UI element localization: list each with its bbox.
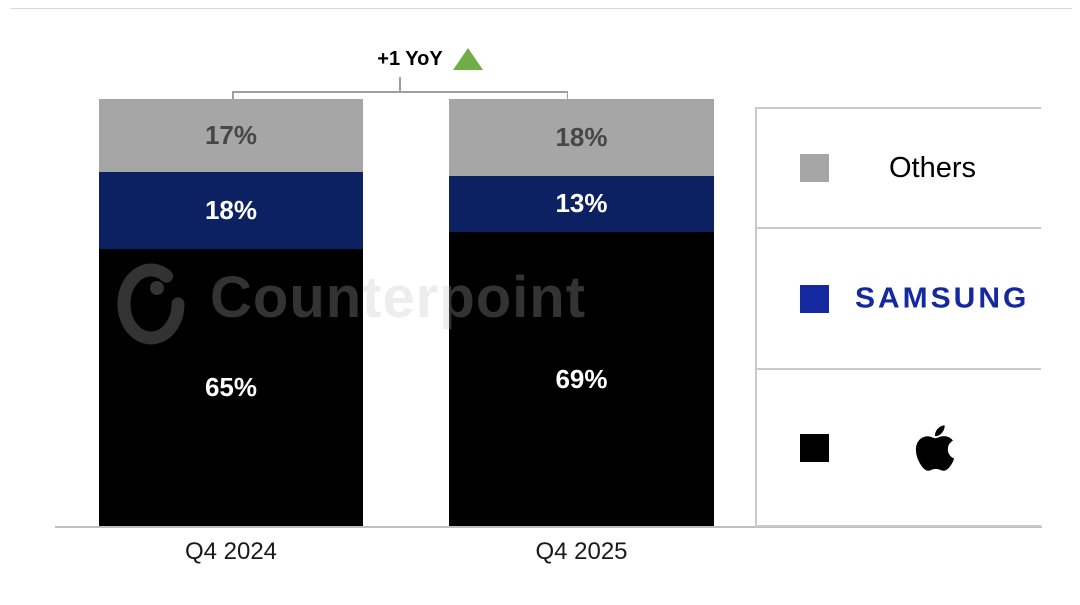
samsung-wordmark: SAMSUNG xyxy=(855,282,1030,314)
legend-label-others: Others xyxy=(889,151,977,184)
segment-others-q4-2025: 18% xyxy=(449,99,714,177)
others-swatch-icon xyxy=(800,154,829,182)
segment-apple-q4-2025: 69% xyxy=(449,231,714,527)
segment-value-label: 13% xyxy=(555,188,608,219)
yoy-bracket-left-tick xyxy=(232,91,234,100)
up-triangle-icon xyxy=(452,48,483,70)
segment-value-label: 18% xyxy=(204,194,258,225)
yoy-label: +1 YoY xyxy=(377,47,443,70)
bar-q4-2025: 18% 13% 69% xyxy=(449,99,714,527)
x-axis-line xyxy=(55,526,1042,528)
segment-value-label: 18% xyxy=(555,122,608,153)
apple-logo-icon xyxy=(915,424,955,471)
bar-q4-2024: 17% 18% 65% xyxy=(99,99,363,527)
segment-samsung-q4-2025: 13% xyxy=(449,176,714,232)
yoy-annotation: +1 YoY xyxy=(300,44,560,74)
segment-others-q4-2024: 17% xyxy=(99,99,363,172)
yoy-bracket-center-stub xyxy=(399,77,401,92)
legend-panel: Others SAMSUNG xyxy=(755,107,1041,527)
frame-top-line xyxy=(10,8,1072,9)
apple-swatch-icon xyxy=(800,433,829,462)
x-label-q4-2024: Q4 2024 xyxy=(184,538,278,565)
segment-value-label: 17% xyxy=(204,119,258,150)
samsung-swatch-icon xyxy=(800,284,829,313)
segment-value-label: 69% xyxy=(555,363,608,394)
legend-row-others: Others xyxy=(757,109,1041,229)
segment-value-label: 65% xyxy=(204,372,258,403)
legend-row-apple xyxy=(757,370,1041,525)
segment-apple-q4-2024: 65% xyxy=(99,248,363,527)
legend-row-samsung: SAMSUNG xyxy=(757,229,1041,370)
segment-samsung-q4-2024: 18% xyxy=(99,171,363,249)
x-label-q4-2025: Q4 2025 xyxy=(535,538,628,565)
yoy-bracket-right-tick xyxy=(566,91,568,100)
